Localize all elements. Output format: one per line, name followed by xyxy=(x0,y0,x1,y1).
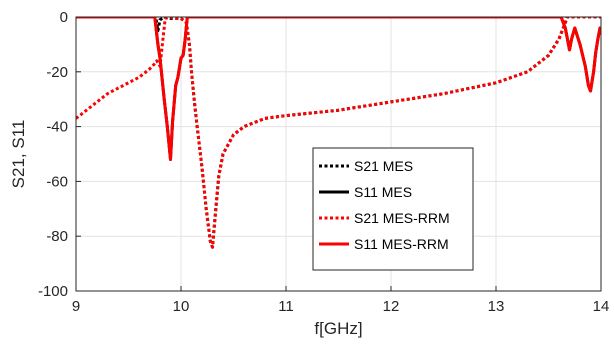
x-tick-label: 9 xyxy=(72,298,80,315)
series-line-s21-mes-rrm xyxy=(76,17,601,249)
y-axis-label: S21, S11 xyxy=(9,120,28,189)
legend-label: S21 MES-RRM xyxy=(354,210,450,226)
plot-area xyxy=(76,17,601,249)
x-tick-label: 13 xyxy=(488,298,505,315)
y-tick-label: 0 xyxy=(60,9,68,26)
legend-label: S11 MES-RRM xyxy=(354,236,449,252)
legend-label: S11 MES xyxy=(354,184,412,200)
legend-label: S21 MES xyxy=(354,158,413,174)
x-tick-label: 10 xyxy=(173,298,190,315)
y-tick-label: -60 xyxy=(46,173,68,190)
legend: S21 MES S11 MES S21 MES-RRM S11 MES-RRM xyxy=(312,147,474,271)
axes-frame xyxy=(75,16,602,292)
x-axis-label: f[GHz] xyxy=(314,319,362,338)
legend-box xyxy=(312,147,474,271)
x-tick-label: 11 xyxy=(278,298,294,315)
y-tick-label: -20 xyxy=(46,64,68,81)
y-tick-label: -100 xyxy=(38,283,68,300)
x-tick-label: 12 xyxy=(383,298,400,315)
series-lines xyxy=(76,17,601,249)
y-tick-label: -40 xyxy=(46,119,68,136)
y-tick-label: -80 xyxy=(46,228,68,245)
series-line-s11-mes-rrm xyxy=(76,17,601,161)
x-tick-label: 14 xyxy=(593,298,610,315)
